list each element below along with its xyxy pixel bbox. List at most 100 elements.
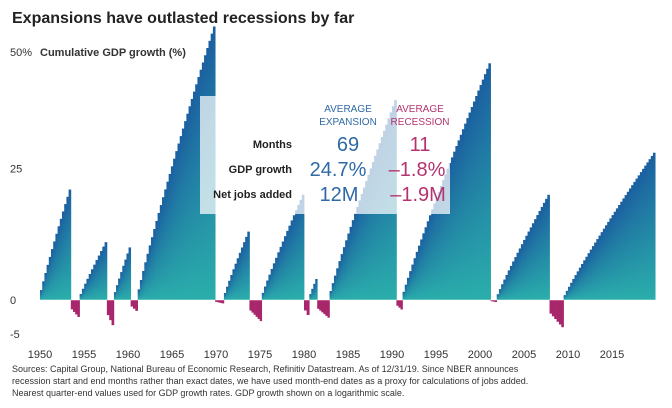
expansion-bar [288, 225, 292, 300]
recession-bar [319, 300, 322, 311]
recession-bar [327, 300, 330, 318]
expansion-bar [277, 252, 280, 300]
expansion-bar [567, 286, 571, 300]
row-label-months: Months [253, 139, 292, 151]
recession-bar [111, 300, 115, 326]
expansion-bar [420, 239, 423, 300]
expansion-area [402, 63, 491, 301]
expansion-bar [620, 201, 623, 300]
expansion-bar [356, 206, 359, 300]
expansion-bar [574, 275, 578, 300]
recession-bar [321, 300, 324, 313]
expansion-bar [238, 252, 242, 300]
recession-bar [73, 300, 76, 312]
recession-area [70, 300, 80, 317]
expansion-bar [581, 263, 584, 300]
expansion-bar [483, 74, 487, 301]
expansion-bar [90, 269, 94, 300]
value-recession-gdp: –1.8% [389, 159, 446, 181]
expansion-bar [197, 76, 201, 301]
expansion-area [309, 278, 318, 300]
value-expansion-months: 69 [337, 134, 359, 156]
footnote: Sources: Capital Group, National Bureau … [12, 364, 528, 398]
expansion-bar [281, 241, 285, 300]
expansion-bar [464, 123, 467, 300]
expansion-bar [383, 130, 386, 300]
expansion-bar [411, 264, 414, 300]
recession-bar [77, 300, 80, 317]
expansion-bar [354, 213, 357, 300]
recession-area [130, 300, 138, 311]
expansion-bar [124, 259, 127, 300]
recession-bar [75, 300, 78, 315]
expansion-bar [190, 98, 194, 300]
expansion-bar [48, 256, 52, 300]
recession-bar [317, 300, 320, 309]
expansion-bar [545, 198, 548, 300]
expansion-bar [40, 290, 43, 300]
expansion-bar [42, 281, 45, 300]
expansion-area [113, 247, 132, 300]
expansion-bar [501, 284, 504, 300]
x-tick-label: 1965 [160, 349, 184, 361]
expansion-bar [415, 251, 419, 300]
recession-area [490, 300, 498, 303]
recession-bar [135, 300, 138, 311]
expansion-bar [477, 90, 480, 301]
recession-bar [219, 300, 223, 303]
expansion-bar [626, 191, 630, 300]
expansion-bar [618, 205, 621, 300]
expansion-bar [120, 272, 123, 300]
expansion-area [40, 189, 72, 300]
expansion-bar [247, 231, 250, 300]
expansion-bar [336, 268, 339, 300]
expansion-bar [166, 181, 170, 300]
expansion-bar [529, 227, 533, 300]
expansion-bar [488, 63, 491, 300]
expansion-bar [342, 247, 346, 300]
recession-bar [494, 300, 498, 303]
recession-area [317, 300, 330, 318]
y-axis-top-tick: 50% [10, 47, 32, 59]
expansion-bar [512, 261, 515, 300]
expansion-bar [639, 172, 643, 300]
expansion-bar [155, 220, 158, 300]
expansion-bar [179, 136, 183, 300]
recession-bar [323, 300, 326, 315]
expansion-bar [472, 101, 476, 300]
expansion-bar [631, 185, 634, 300]
expansion-bar [536, 215, 539, 300]
expansion-bar [195, 84, 198, 300]
header-expansion-line2: EXPANSION [319, 117, 377, 128]
expansion-bar [646, 162, 649, 300]
expansion-bar [84, 283, 87, 300]
expansion-bar [349, 226, 353, 300]
expansion-bar [159, 205, 163, 300]
expansion-bar [66, 196, 69, 300]
x-tick-label: 1955 [72, 349, 96, 361]
expansion-bar [444, 174, 447, 300]
y-axis-label: Cumulative GDP growth (%) [40, 47, 186, 59]
recession-area [249, 300, 263, 322]
expansion-bar [184, 121, 187, 300]
expansion-bar [333, 275, 337, 300]
expansion-bar [542, 202, 546, 300]
expansion-bar [146, 253, 150, 300]
expansion-bar [442, 180, 445, 300]
expansion-bar [181, 128, 185, 300]
expansion-bar [236, 258, 240, 300]
header-recession-line1: AVERAGE [396, 104, 444, 115]
value-expansion-gdp: 24.7% [310, 159, 367, 181]
expansion-bar [446, 168, 450, 300]
expansion-bar [301, 194, 305, 300]
expansion-bar [633, 181, 636, 300]
expansion-bar [547, 194, 550, 300]
recession-bar [561, 300, 564, 328]
expansion-bar [150, 237, 154, 300]
expansion-bar [594, 242, 597, 300]
expansion-bar [650, 155, 654, 300]
expansion-bar [230, 274, 233, 300]
expansion-bar [68, 189, 72, 300]
expansion-bar [585, 256, 588, 300]
recession-bar [249, 300, 252, 311]
